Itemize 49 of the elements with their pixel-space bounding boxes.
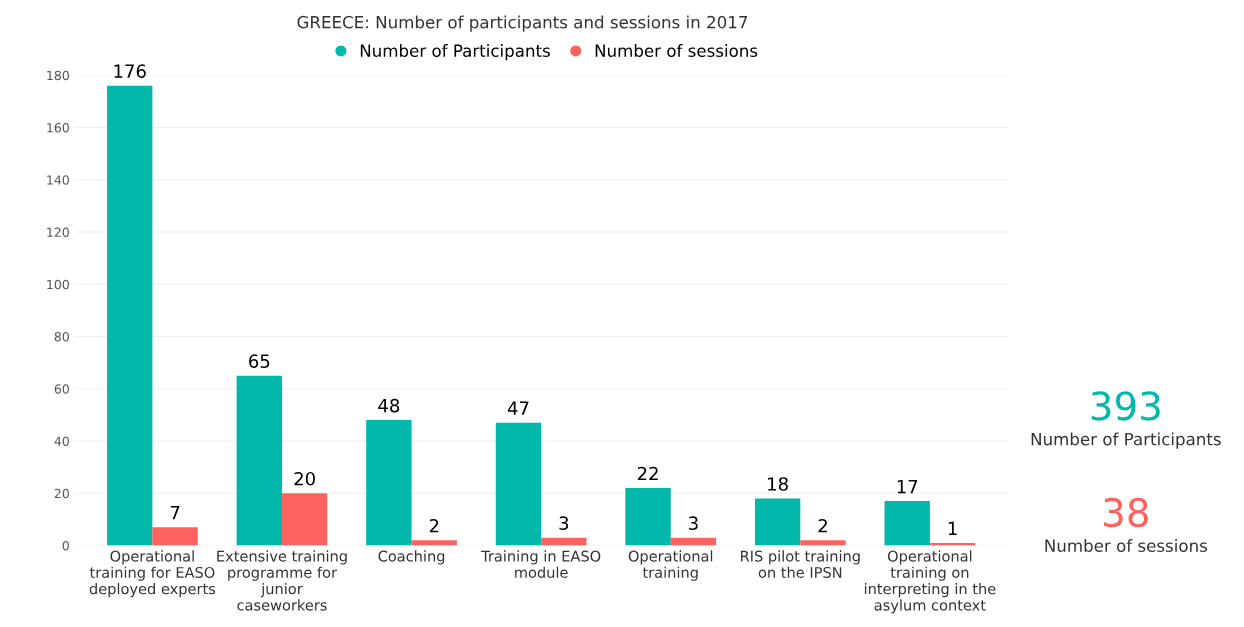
x-tick-label: Extensive training programme for junior caseworkers <box>217 550 347 611</box>
x-tick-label: Operational training <box>628 550 713 581</box>
x-tick-label: Training in EASO module <box>481 550 601 578</box>
y-tick-label: 20 <box>54 488 69 499</box>
text: 38 <box>1104 497 1148 528</box>
y-tick-label: 120 <box>47 227 69 237</box>
data-label: 2 <box>429 518 439 533</box>
data-label: 2 <box>818 518 827 533</box>
bar <box>107 85 153 546</box>
bar <box>800 540 846 546</box>
data-label: 17 <box>897 479 918 494</box>
bar <box>495 422 542 546</box>
data-label: 1 <box>948 521 957 535</box>
legend-label: Number of Participants <box>360 44 550 61</box>
bar <box>625 488 671 546</box>
x-tick-label: Operational training on interpreting in the asylum context <box>864 550 996 614</box>
bar <box>411 540 457 546</box>
data-label: 20 <box>294 471 315 486</box>
data-label: 3 <box>689 516 698 530</box>
text: Number of Participants <box>1031 432 1221 449</box>
bar <box>236 375 282 546</box>
data-label: 47 <box>507 401 529 415</box>
y-tick-label: 140 <box>47 175 69 185</box>
bar <box>366 420 412 546</box>
x-tick-label: Operational training for EASO deployed experts <box>89 550 216 598</box>
y-tick-label: 80 <box>54 331 69 342</box>
text: Number of sessions <box>1045 539 1207 552</box>
y-tick-label: 180 <box>47 70 69 81</box>
y-tick-label: 160 <box>47 122 69 133</box>
bar <box>754 498 801 546</box>
data-label: 7 <box>170 506 180 520</box>
x-tick-label: RIS pilot training on the IPSN <box>741 550 860 578</box>
data-label: 18 <box>768 477 788 491</box>
x-tick-label: Coaching <box>378 550 445 565</box>
data-label: 65 <box>249 354 270 369</box>
bar <box>152 527 198 546</box>
bar <box>884 501 930 546</box>
y-tick-label: 60 <box>54 384 69 394</box>
data-label: 22 <box>637 466 658 481</box>
y-tick-label: 0 <box>62 540 69 551</box>
y-tick-label: 100 <box>47 279 69 290</box>
bar <box>281 493 328 546</box>
data-label: 3 <box>559 516 569 530</box>
text: 393 <box>1091 391 1160 421</box>
chart-title: GREECE: Number of participants and sessions in 2017 <box>297 15 748 32</box>
data-label: 176 <box>114 64 146 79</box>
y-tick-label: 40 <box>54 436 69 446</box>
legend-label: Number of sessions <box>595 44 758 58</box>
data-label: 48 <box>378 398 400 413</box>
